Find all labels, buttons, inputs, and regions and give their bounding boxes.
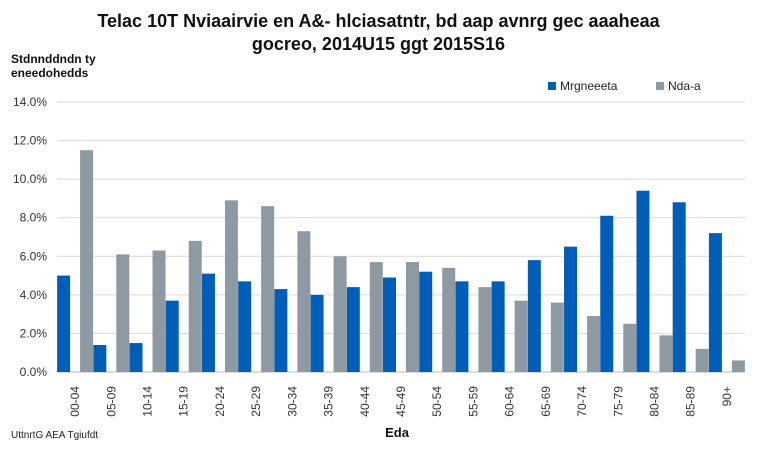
bar-mrgneeeta-50-54 — [419, 271, 433, 372]
chart-title-line-2: gocreo, 2014U15 ggt 2015S16 — [252, 34, 505, 54]
y-tick-label: 6.0% — [20, 249, 48, 263]
x-tick-label: 30-34 — [285, 386, 299, 417]
x-tick-label: 10-14 — [141, 386, 155, 417]
y-axis-ticks: 0.0% 2.0% 4.0% 6.0% 8.0% 10.0% 12.0% 14.0% — [13, 95, 47, 379]
bar-mrgneeeta-15-19 — [165, 300, 179, 372]
bar-nda-a-90- — [731, 360, 745, 372]
source-note: UttnrtG AEA Tgiufdt — [11, 430, 98, 441]
bar-nda-a-40-44 — [369, 262, 383, 372]
y-tick-label: 8.0% — [20, 211, 48, 225]
bar-mrgneeeta-55-59 — [455, 281, 469, 372]
x-axis-ticks: 00-04 05-09 10-14 15-19 20-24 25-29 30-34 35-39… — [68, 386, 734, 417]
bar-mrgneeeta-35-39 — [310, 294, 324, 372]
legend-label: Nda-a — [668, 79, 701, 93]
y-axis-label-line-2: eneedohedds — [11, 66, 89, 80]
bar-mrgneeeta-10-14 — [129, 343, 143, 372]
bar-mrgneeeta-90- — [708, 233, 722, 372]
x-tick-label: 00-04 — [68, 386, 82, 417]
bar-nda-a-15-19 — [188, 240, 202, 372]
bar-nda-a-75-79 — [623, 323, 637, 372]
bar-nda-a-70-74 — [587, 316, 601, 372]
x-tick-label: 40-44 — [358, 386, 372, 417]
legend-swatch — [548, 82, 556, 90]
x-tick-label: 45-49 — [394, 386, 408, 417]
x-tick-label: 05-09 — [104, 386, 118, 417]
x-tick-label: 65-69 — [539, 386, 553, 417]
x-tick-label: 35-39 — [322, 386, 336, 417]
y-tick-label: 14.0% — [13, 95, 47, 109]
y-axis-label-line-1: Stdnnddndn ty — [11, 52, 96, 66]
bar-mrgneeeta-75-79 — [600, 215, 614, 372]
x-tick-label: 75-79 — [611, 386, 625, 417]
x-tick-label: 55-59 — [466, 386, 480, 417]
bar-nda-a-00-04 — [80, 150, 94, 372]
bar-mrgneeeta-45-49 — [383, 277, 396, 372]
chart-title-line-1: Telac 10T Nviaairvie en A&- hlciasatntr,… — [97, 11, 660, 31]
bar-nda-a-25-29 — [261, 206, 275, 372]
x-tick-label: 80-84 — [647, 386, 661, 417]
bar-nda-a-20-24 — [224, 200, 238, 372]
x-tick-label: 20-24 — [213, 386, 227, 417]
bar-mrgneeeta-40-44 — [346, 287, 360, 372]
y-tick-label: 0.0% — [20, 365, 48, 379]
y-tick-label: 2.0% — [20, 326, 48, 340]
bar-nda-a-60-64 — [514, 300, 528, 372]
x-tick-label: 70-74 — [575, 386, 589, 417]
y-tick-label: 4.0% — [20, 288, 48, 302]
x-tick-label: 25-29 — [249, 386, 263, 417]
bar-mrgneeeta-05-09 — [93, 345, 107, 372]
bar-mrgneeeta-25-29 — [238, 281, 252, 372]
bar-nda-a-65-69 — [550, 302, 564, 372]
bar-mrgneeeta-85-89 — [672, 202, 686, 372]
bar-mrgneeeta-20-24 — [201, 273, 215, 372]
bar-nda-a-30-34 — [297, 231, 311, 372]
bar-nda-a-50-54 — [442, 267, 456, 372]
legend-swatch — [656, 82, 664, 90]
bar-nda-a-10-14 — [152, 250, 166, 372]
y-tick-label: 12.0% — [13, 134, 47, 148]
x-tick-label: 15-19 — [177, 386, 191, 417]
bars — [57, 150, 745, 372]
legend: Mrgneeeta Nda-a — [548, 79, 701, 93]
bar-nda-a-05-09 — [116, 254, 130, 372]
bar-nda-a-45-49 — [406, 262, 419, 372]
x-tick-label: 85-89 — [684, 386, 698, 417]
bar-mrgneeeta-70-74 — [564, 246, 578, 372]
x-tick-label: 50-54 — [430, 386, 444, 417]
x-tick-label: 60-64 — [503, 386, 517, 417]
bar-nda-a-85-89 — [695, 348, 709, 372]
bar-nda-a-35-39 — [333, 256, 347, 372]
y-tick-label: 10.0% — [13, 172, 47, 186]
bar-nda-a-55-59 — [478, 287, 492, 372]
bar-nda-a-80-84 — [659, 335, 673, 372]
bar-mrgneeeta-60-64 — [491, 281, 505, 372]
legend-label: Mrgneeeta — [560, 79, 618, 93]
bar-mrgneeeta-80-84 — [636, 190, 650, 372]
bar-mrgneeeta-30-34 — [274, 289, 288, 372]
x-tick-label: 90+ — [720, 386, 734, 406]
x-axis-label: Eda — [385, 425, 410, 440]
bar-mrgneeeta-65-69 — [527, 260, 541, 372]
bar-mrgneeeta-00-04 — [57, 275, 71, 372]
